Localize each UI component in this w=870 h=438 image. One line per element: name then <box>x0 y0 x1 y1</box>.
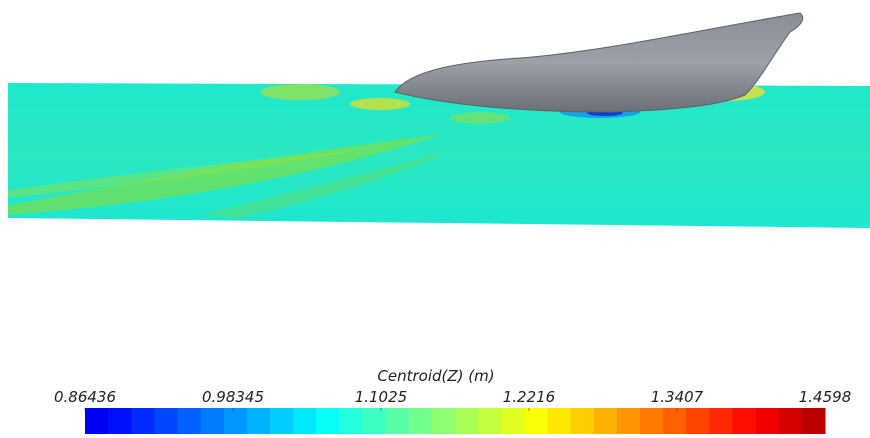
colorbar-step <box>178 408 202 434</box>
colorbar-tick-label: 1.1025 <box>355 388 408 406</box>
colorbar-step <box>617 408 641 434</box>
colorbar-step <box>779 408 803 434</box>
colorbar-step <box>339 408 363 434</box>
colorbar-step <box>571 408 595 434</box>
colorbar-step <box>455 408 479 434</box>
colorbar-tick-label: 1.2216 <box>503 388 556 406</box>
colorbar-tick-label: 0.86436 <box>54 388 116 406</box>
colorbar-step <box>363 408 387 434</box>
colorbar-title: Centroid(Z) (m) <box>377 367 494 385</box>
colorbar-step <box>432 408 456 434</box>
colorbar-step <box>709 408 733 434</box>
colorbar-step <box>478 408 502 434</box>
colorbar-step <box>524 408 548 434</box>
water-surface <box>8 82 870 228</box>
colorbar-tick-label: 1.3407 <box>651 388 704 406</box>
visualization: Centroid(Z) (m) 0.86436 0.98345 1.1025 1.22… <box>0 0 870 434</box>
colorbar-step <box>409 408 433 434</box>
colorbar-step <box>501 408 525 434</box>
colorbar-step <box>386 408 410 434</box>
colorbar-step <box>293 408 317 434</box>
colorbar-step <box>594 408 618 434</box>
colorbar-step <box>224 408 248 434</box>
colorbar-tick-label: 0.98345 <box>202 388 264 406</box>
colorbar-step <box>733 408 757 434</box>
colorbar-step <box>548 408 572 434</box>
colorbar-step <box>640 408 664 434</box>
colorbar-step <box>663 408 687 434</box>
colorbar-tick-label: 1.4598 <box>799 388 852 406</box>
colorbar-step <box>201 408 225 434</box>
colorbar-step <box>131 408 155 434</box>
colorbar-step <box>756 408 780 434</box>
colorbar-step <box>316 408 340 434</box>
colorbar-step <box>686 408 710 434</box>
colorbar-step <box>247 408 271 434</box>
colorbar-step <box>85 408 109 434</box>
colorbar-step <box>108 408 132 434</box>
colorbar-step <box>802 408 826 434</box>
colorbar-step <box>154 408 178 434</box>
colorbar-step <box>270 408 294 434</box>
